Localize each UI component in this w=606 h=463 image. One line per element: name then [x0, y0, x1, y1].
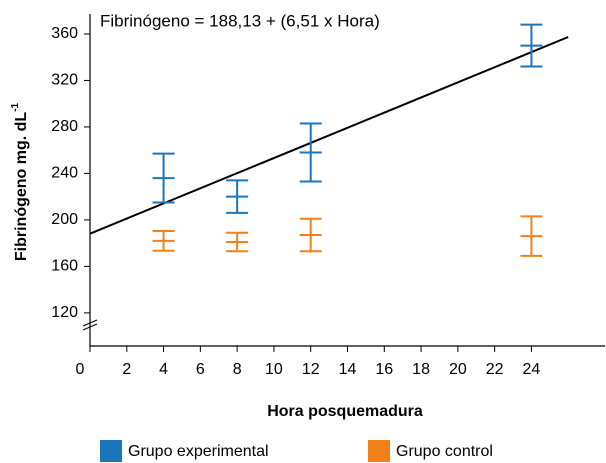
- x-tick-label: 18: [412, 361, 430, 378]
- y-tick-label: 280: [51, 118, 78, 135]
- y-axis-title-sup: -1: [10, 102, 21, 111]
- annotation: Fibrinógeno = 188,13 + (6,51 x Hora): [100, 11, 380, 30]
- x-tick-label: 16: [375, 361, 393, 378]
- y-tick-label: 200: [51, 211, 78, 228]
- legend-label: Grupo control: [396, 443, 493, 460]
- y-axis-title: Fibrinógeno mg. dL-1: [10, 102, 31, 261]
- y-tick-label: 320: [51, 72, 78, 89]
- x-tick-label: 10: [265, 361, 283, 378]
- x-tick-label: 14: [339, 361, 357, 378]
- x-tick-label: 24: [523, 361, 541, 378]
- y-tick-label: 360: [51, 25, 78, 42]
- x-tick-label: 0: [76, 361, 85, 378]
- y-tick-label: 160: [51, 258, 78, 275]
- fit-line: [89, 36, 569, 235]
- x-tick-label: 4: [159, 361, 168, 378]
- axis-break: [82, 323, 98, 331]
- x-tick-label: 22: [486, 361, 504, 378]
- x-tick-label: 2: [122, 361, 131, 378]
- x-tick-label: 8: [233, 361, 242, 378]
- y-axis-title-main: Fibrinógeno mg. dL: [13, 112, 30, 262]
- y-tick-label: 120: [51, 304, 78, 321]
- x-axis-title: Hora posquemadura: [267, 403, 423, 420]
- axis-break: [82, 319, 98, 327]
- legend-label: Grupo experimental: [128, 443, 269, 460]
- y-tick-label: 240: [51, 165, 78, 182]
- legend-swatch: [368, 440, 390, 462]
- x-tick-label: 20: [449, 361, 467, 378]
- x-tick-label: 6: [196, 361, 205, 378]
- legend-swatch: [100, 440, 122, 462]
- x-tick-label: 12: [302, 361, 320, 378]
